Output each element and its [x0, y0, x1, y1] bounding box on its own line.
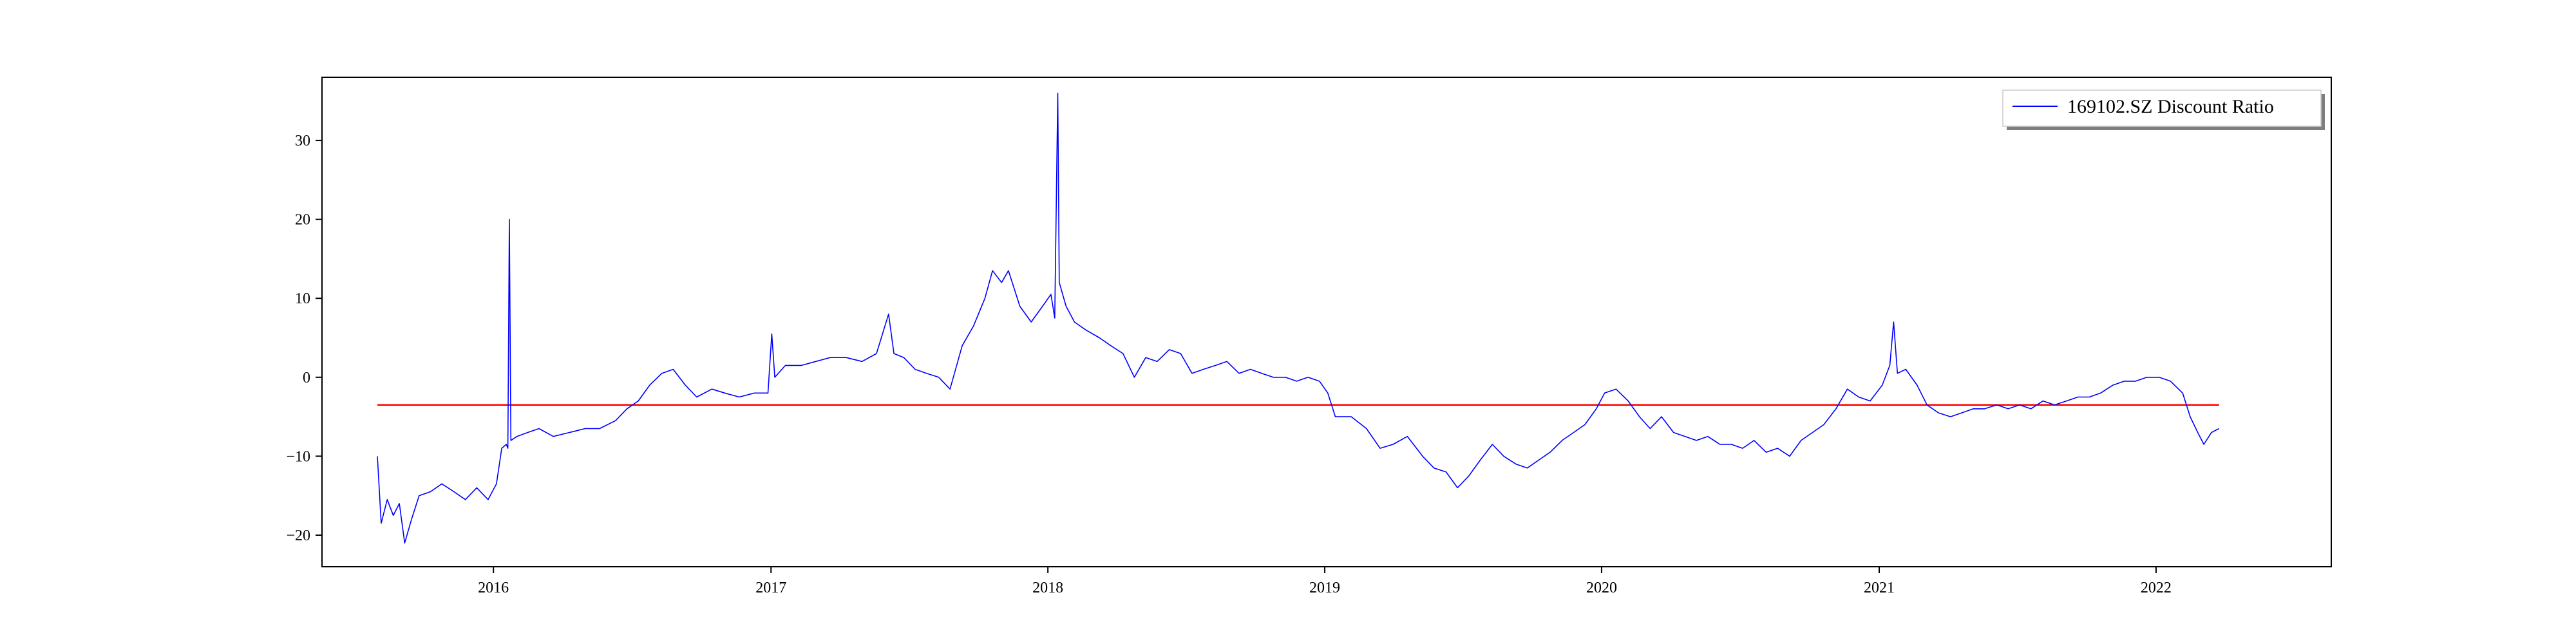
- x-tick-label: 2017: [755, 580, 786, 596]
- axes: 2016 2017 2018 2019 2020 2021 2022 −20 −10 0 10 20 3…: [286, 133, 2171, 596]
- legend-label: 169102.SZ Discount Ratio: [2067, 96, 2274, 117]
- y-tick-label: 0: [303, 370, 310, 386]
- x-tick-label: 2019: [1309, 580, 1340, 596]
- y-tick-label: 20: [295, 212, 310, 229]
- y-tick-label: 10: [295, 290, 310, 307]
- legend-box: [2002, 90, 2322, 127]
- y-tick-label: 30: [295, 133, 310, 149]
- legend: 169102.SZ Discount Ratio: [2002, 90, 2325, 130]
- x-tick-label: 2018: [1032, 580, 1063, 596]
- plot-area: [377, 92, 2220, 544]
- x-tick-label: 2022: [2141, 580, 2172, 596]
- series-line-0: [377, 92, 2220, 544]
- y-tick-label: −10: [286, 448, 310, 465]
- x-tick-label: 2016: [478, 580, 509, 596]
- x-tick-label: 2020: [1586, 580, 1617, 596]
- plot-frame: [321, 77, 2332, 567]
- y-tick-label: −20: [286, 527, 310, 544]
- x-tick-label: 2021: [1864, 580, 1895, 596]
